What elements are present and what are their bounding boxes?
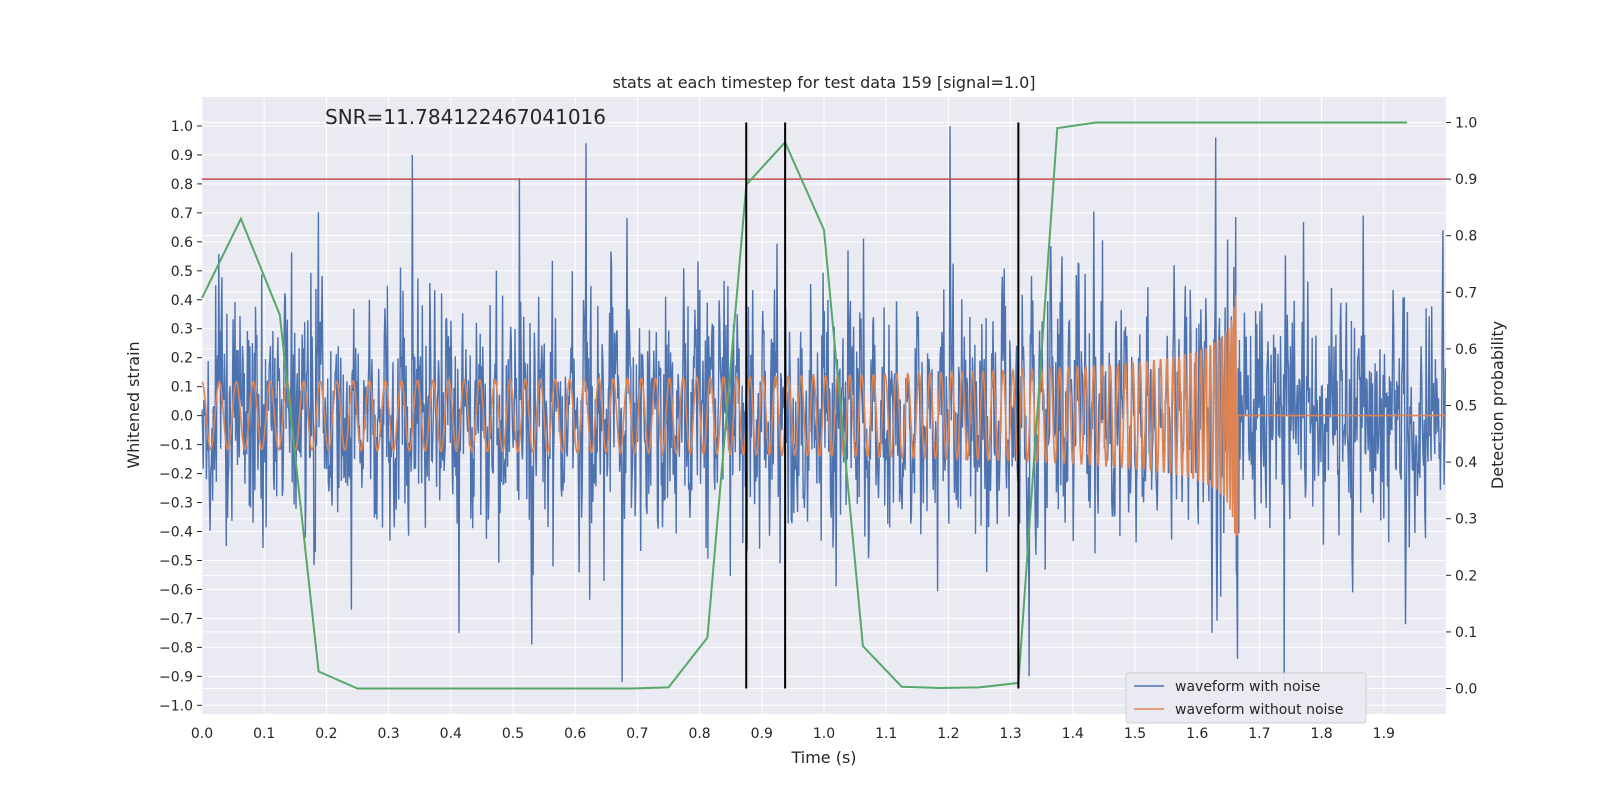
y-tick-label-left: 0.4 xyxy=(171,293,193,309)
x-tick-label: 0.0 xyxy=(191,726,213,742)
x-tick-label: 0.9 xyxy=(751,726,773,742)
y-tick-label-left: 1.0 xyxy=(171,119,193,135)
y-tick-label-left: −0.2 xyxy=(159,467,193,483)
y-tick-label-right: 0.7 xyxy=(1455,285,1477,301)
legend: waveform with noise waveform without noi… xyxy=(1125,672,1367,724)
y-tick-label-left: −0.4 xyxy=(159,525,193,541)
x-tick-label: 1.2 xyxy=(937,726,959,742)
y-tick-label-left: −0.8 xyxy=(159,640,193,656)
y-tick-label-left: −0.7 xyxy=(159,611,193,627)
x-tick-label: 0.1 xyxy=(253,726,275,742)
y-tick-label-right: 0.5 xyxy=(1455,399,1477,415)
legend-label-noisy: waveform with noise xyxy=(1175,679,1320,695)
x-tick-label: 1.5 xyxy=(1124,726,1146,742)
snr-annotation: SNR=11.784122467041016 xyxy=(325,105,606,129)
y-axis-title-right: Detection probability xyxy=(1488,321,1507,489)
x-tick-label: 1.7 xyxy=(1248,726,1270,742)
y-tick-label-left: 0.2 xyxy=(171,351,193,367)
y-tick-label-left: 0.7 xyxy=(171,206,193,222)
y-tick-label-left: 0.1 xyxy=(171,380,193,396)
y-tick-label-left: −0.6 xyxy=(159,582,193,598)
series-line-waveform-without-noise xyxy=(201,295,1446,536)
y-tick-label-right: 0.2 xyxy=(1455,568,1477,584)
y-tick-label-left: −1.0 xyxy=(159,698,193,714)
x-tick-label: 0.6 xyxy=(564,726,586,742)
y-tick-label-left: 0.0 xyxy=(171,409,193,425)
y-tick-label-left: −0.1 xyxy=(159,438,193,454)
x-tick-label: 1.6 xyxy=(1186,726,1208,742)
y-tick-label-right: 0.6 xyxy=(1455,342,1477,358)
markers-layer xyxy=(745,122,1020,689)
y-tick-label-left: 0.8 xyxy=(171,177,193,193)
x-tick-label: 0.5 xyxy=(502,726,524,742)
series-layer xyxy=(201,121,1447,690)
x-tick-label: 0.7 xyxy=(626,726,648,742)
y-tick-labels-left: 1.0 0.9 0.8 0.7 0.6 0.5 0.4 0.3 0.2 0.1 0.0 −0.1 −0.… xyxy=(159,119,202,714)
series-line-detection-probability xyxy=(201,121,1408,690)
y-tick-label-left: 0.5 xyxy=(171,264,193,280)
x-tick-label: 1.4 xyxy=(1062,726,1084,742)
y-tick-label-left: −0.5 xyxy=(159,553,193,569)
chart-title: stats at each timestep for test data 159… xyxy=(612,73,1035,92)
x-tick-labels: 0.0 0.1 0.2 0.3 0.4 0.5 0.6 0.7 0.8 0.9 1.0 1.1 1.2 1… xyxy=(191,726,1395,742)
y-tick-label-right: 0.3 xyxy=(1455,512,1477,528)
x-tick-label: 1.3 xyxy=(999,726,1021,742)
y-tick-label-right: 1.0 xyxy=(1455,115,1477,131)
legend-box xyxy=(1125,672,1367,724)
series-line-waveform-with-noise xyxy=(201,125,1447,683)
y-tick-label-left: −0.3 xyxy=(159,496,193,512)
legend-label-clean: waveform without noise xyxy=(1175,702,1343,718)
y-tick-label-right: 0.9 xyxy=(1455,172,1477,188)
y-tick-label-right: 0.0 xyxy=(1455,682,1477,698)
x-axis-title: Time (s) xyxy=(790,748,856,767)
y-tick-label-left: −0.9 xyxy=(159,669,193,685)
x-tick-label: 1.1 xyxy=(875,726,897,742)
y-axis-title-left: Whitened strain xyxy=(124,341,143,468)
x-tick-label: 0.4 xyxy=(440,726,462,742)
x-tick-label: 1.0 xyxy=(813,726,835,742)
y-tick-label-right: 0.8 xyxy=(1455,229,1477,245)
y-tick-labels-right: 1.0 0.9 0.8 0.7 0.6 0.5 0.4 0.3 0.2 0.1 0.0 xyxy=(1446,115,1477,698)
x-tick-label: 0.2 xyxy=(315,726,337,742)
y-tick-label-right: 0.1 xyxy=(1455,625,1477,641)
x-tick-label: 1.8 xyxy=(1310,726,1332,742)
x-tick-label: 1.9 xyxy=(1373,726,1395,742)
y-tick-label-right: 0.4 xyxy=(1455,455,1477,471)
y-tick-label-left: 0.9 xyxy=(171,148,193,164)
x-tick-label: 0.8 xyxy=(688,726,710,742)
y-tick-label-left: 0.3 xyxy=(171,322,193,338)
y-tick-label-left: 0.6 xyxy=(171,235,193,251)
x-tick-label: 0.3 xyxy=(377,726,399,742)
